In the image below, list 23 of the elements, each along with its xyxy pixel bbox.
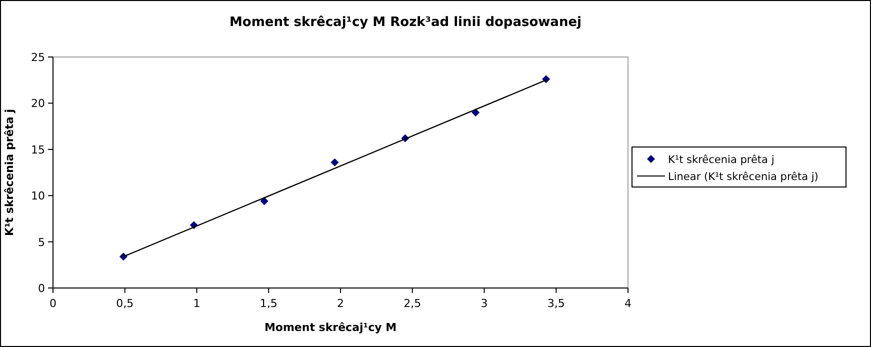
point (260, 197, 268, 206)
x-tick-label: 1,5 (260, 297, 278, 310)
x-tick-label: 3 (480, 297, 488, 310)
x-tick-label: 0 (50, 297, 56, 310)
legend-label: Linear (K¹t skrêcenia prêta j) (668, 171, 818, 183)
y-tick-label: 0 (38, 282, 45, 295)
x-tick-label: 1 (193, 297, 200, 310)
legend-label: K¹t skrêcenia prêta j (668, 154, 774, 166)
y-tick-label: 20 (31, 97, 45, 110)
y-tick-label: 15 (31, 143, 45, 156)
y-tick-label: 25 (31, 51, 45, 64)
y-tick-label: 10 (31, 190, 45, 203)
point (330, 158, 339, 166)
x-tick-label: 2,5 (404, 297, 422, 310)
y-axis-title: K¹t skrêcenia prêta j (3, 108, 16, 236)
point (542, 75, 550, 84)
x-tick-label: 4 (624, 297, 632, 310)
x-tick-label: 3,5 (547, 297, 565, 310)
y-tick-label: 5 (38, 236, 45, 249)
x-tick-label: 2 (337, 297, 344, 310)
x-axis-title: Moment skrêcaj¹cy M (264, 321, 397, 334)
x-tick-label: 0,5 (116, 297, 134, 310)
chart-title: Moment skrêcaj¹cy M Rozk³ad linii dopasowanej (230, 15, 582, 30)
